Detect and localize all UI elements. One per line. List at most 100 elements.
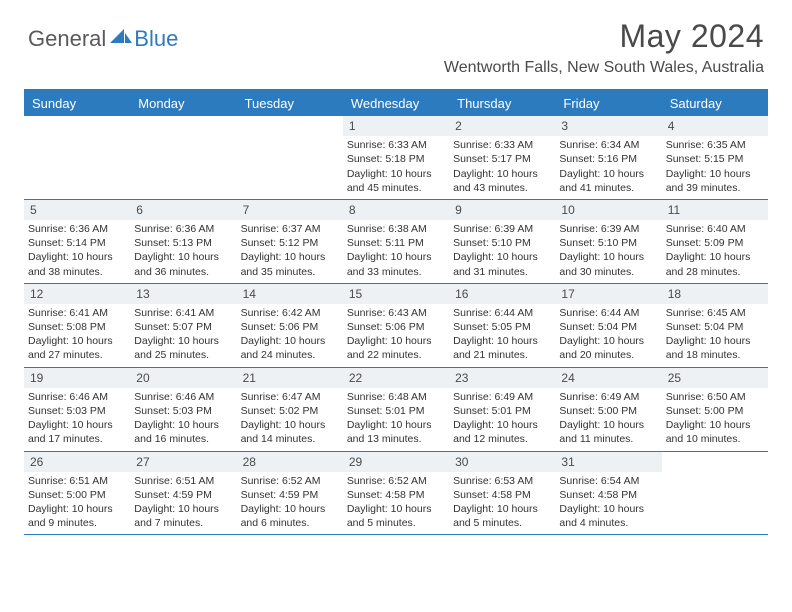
day-info-line: Daylight: 10 hours and 13 minutes. <box>347 418 445 446</box>
day-info: Sunrise: 6:34 AMSunset: 5:16 PMDaylight:… <box>555 136 661 199</box>
day-cell <box>662 452 768 535</box>
day-cell: 24Sunrise: 6:49 AMSunset: 5:00 PMDayligh… <box>555 368 661 451</box>
day-cell: 7Sunrise: 6:37 AMSunset: 5:12 PMDaylight… <box>237 200 343 283</box>
day-info-line: Sunset: 5:18 PM <box>347 152 445 166</box>
day-info-line: Sunset: 4:58 PM <box>559 488 657 502</box>
day-number: 8 <box>343 200 449 220</box>
day-info-line: Sunset: 5:06 PM <box>347 320 445 334</box>
day-info: Sunrise: 6:52 AMSunset: 4:58 PMDaylight:… <box>343 472 449 535</box>
day-info-line: Sunset: 4:58 PM <box>453 488 551 502</box>
month-title: May 2024 <box>444 18 764 55</box>
day-info: Sunrise: 6:35 AMSunset: 5:15 PMDaylight:… <box>662 136 768 199</box>
day-info-line: Sunrise: 6:49 AM <box>453 390 551 404</box>
day-cell: 12Sunrise: 6:41 AMSunset: 5:08 PMDayligh… <box>24 284 130 367</box>
day-info-line: Sunrise: 6:39 AM <box>453 222 551 236</box>
day-header: Thursday <box>449 91 555 116</box>
day-info-line: Sunrise: 6:52 AM <box>241 474 339 488</box>
day-info-line: Sunset: 5:04 PM <box>666 320 764 334</box>
day-number: 17 <box>555 284 661 304</box>
day-info-line: Sunrise: 6:41 AM <box>134 306 232 320</box>
day-info-line: Daylight: 10 hours and 5 minutes. <box>347 502 445 530</box>
day-number: 25 <box>662 368 768 388</box>
day-info-line: Sunset: 5:08 PM <box>28 320 126 334</box>
day-info-line: Sunset: 5:02 PM <box>241 404 339 418</box>
day-cell: 4Sunrise: 6:35 AMSunset: 5:15 PMDaylight… <box>662 116 768 199</box>
day-info: Sunrise: 6:54 AMSunset: 4:58 PMDaylight:… <box>555 472 661 535</box>
logo-sail-icon <box>110 29 132 43</box>
day-info-line: Sunrise: 6:43 AM <box>347 306 445 320</box>
week-row: 1Sunrise: 6:33 AMSunset: 5:18 PMDaylight… <box>24 116 768 200</box>
day-info-line: Sunset: 5:11 PM <box>347 236 445 250</box>
day-info-line: Sunset: 5:00 PM <box>666 404 764 418</box>
day-number: 26 <box>24 452 130 472</box>
day-info-line: Sunrise: 6:36 AM <box>134 222 232 236</box>
day-info-line: Daylight: 10 hours and 4 minutes. <box>559 502 657 530</box>
day-info-line: Sunrise: 6:47 AM <box>241 390 339 404</box>
day-info-line: Sunset: 4:58 PM <box>347 488 445 502</box>
day-info: Sunrise: 6:41 AMSunset: 5:08 PMDaylight:… <box>24 304 130 367</box>
day-info: Sunrise: 6:44 AMSunset: 5:04 PMDaylight:… <box>555 304 661 367</box>
day-number: 28 <box>237 452 343 472</box>
day-cell: 1Sunrise: 6:33 AMSunset: 5:18 PMDaylight… <box>343 116 449 199</box>
day-info: Sunrise: 6:44 AMSunset: 5:05 PMDaylight:… <box>449 304 555 367</box>
week-row: 19 Sunrise: 6:46 AM Sunset: 5:03 PM Dayligh… <box>24 368 768 452</box>
day-cell: 13Sunrise: 6:41 AMSunset: 5:07 PMDayligh… <box>130 284 236 367</box>
day-info-line: Sunset: 5:09 PM <box>666 236 764 250</box>
day-info-line: Sunrise: 6:53 AM <box>453 474 551 488</box>
day-info-line: Sunrise: 6:49 AM <box>559 390 657 404</box>
day-info-line: Daylight: 10 hours and 20 minutes. <box>559 334 657 362</box>
day-cell: 16Sunrise: 6:44 AMSunset: 5:05 PMDayligh… <box>449 284 555 367</box>
logo-text-general: General <box>28 26 106 52</box>
day-cell: 29Sunrise: 6:52 AMSunset: 4:58 PMDayligh… <box>343 452 449 535</box>
day-info-line: Sunrise: 6:44 AM <box>453 306 551 320</box>
day-cell: 20Sunrise: 6:46 AMSunset: 5:03 PMDayligh… <box>130 368 236 451</box>
day-info-line: Sunset: 5:01 PM <box>453 404 551 418</box>
day-info-line: Sunrise: 6:46 AM <box>28 390 126 404</box>
day-info-line: Sunrise: 6:48 AM <box>347 390 445 404</box>
day-number: 4 <box>662 116 768 136</box>
day-info-line: Sunrise: 6:51 AM <box>28 474 126 488</box>
day-info: Sunrise: 6:47 AMSunset: 5:02 PMDaylight:… <box>237 388 343 451</box>
day-number: 19 <box>24 368 130 388</box>
day-number: 5 <box>24 200 130 220</box>
day-number: 24 <box>555 368 661 388</box>
day-info: Sunrise: 6:48 AMSunset: 5:01 PMDaylight:… <box>343 388 449 451</box>
day-info: Sunrise: 6:33 AMSunset: 5:18 PMDaylight:… <box>343 136 449 199</box>
day-info-line: Daylight: 10 hours and 38 minutes. <box>28 250 126 278</box>
day-info-line: Sunset: 4:59 PM <box>134 488 232 502</box>
day-info-line: Sunrise: 6:51 AM <box>134 474 232 488</box>
day-info-line: Sunset: 5:05 PM <box>453 320 551 334</box>
day-info-line: Sunset: 5:01 PM <box>347 404 445 418</box>
day-cell: 21Sunrise: 6:47 AMSunset: 5:02 PMDayligh… <box>237 368 343 451</box>
day-info-line: Sunset: 5:04 PM <box>559 320 657 334</box>
day-cell: 30Sunrise: 6:53 AMSunset: 4:58 PMDayligh… <box>449 452 555 535</box>
day-number: 27 <box>130 452 236 472</box>
day-info-line: Daylight: 10 hours and 31 minutes. <box>453 250 551 278</box>
day-number: 9 <box>449 200 555 220</box>
day-info: Sunrise: 6:41 AMSunset: 5:07 PMDaylight:… <box>130 304 236 367</box>
day-info-line: Daylight: 10 hours and 12 minutes. <box>453 418 551 446</box>
day-number: 12 <box>24 284 130 304</box>
day-info-line: Sunrise: 6:45 AM <box>666 306 764 320</box>
day-info: Sunrise: 6:43 AMSunset: 5:06 PMDaylight:… <box>343 304 449 367</box>
day-number: 18 <box>662 284 768 304</box>
day-info-line: Sunset: 5:17 PM <box>453 152 551 166</box>
day-number: 29 <box>343 452 449 472</box>
day-header: Tuesday <box>237 91 343 116</box>
day-info-line: Sunset: 5:12 PM <box>241 236 339 250</box>
day-cell: 15Sunrise: 6:43 AMSunset: 5:06 PMDayligh… <box>343 284 449 367</box>
day-info-line: Daylight: 10 hours and 11 minutes. <box>559 418 657 446</box>
day-info: Sunrise: 6:36 AMSunset: 5:14 PMDaylight:… <box>24 220 130 283</box>
day-info-line: Sunset: 5:03 PM <box>134 404 232 418</box>
day-number: 14 <box>237 284 343 304</box>
day-cell: 17Sunrise: 6:44 AMSunset: 5:04 PMDayligh… <box>555 284 661 367</box>
day-info: Sunrise: 6:49 AMSunset: 5:01 PMDaylight:… <box>449 388 555 451</box>
day-cell: 11Sunrise: 6:40 AMSunset: 5:09 PMDayligh… <box>662 200 768 283</box>
calendar-grid: SundayMondayTuesdayWednesdayThursdayFrid… <box>24 89 768 535</box>
day-cell: 28Sunrise: 6:52 AMSunset: 4:59 PMDayligh… <box>237 452 343 535</box>
day-info-line: Sunrise: 6:42 AM <box>241 306 339 320</box>
day-number: 31 <box>555 452 661 472</box>
day-info-line: Daylight: 10 hours and 17 minutes. <box>28 418 126 446</box>
day-info-line: Daylight: 10 hours and 18 minutes. <box>666 334 764 362</box>
day-number: 16 <box>449 284 555 304</box>
